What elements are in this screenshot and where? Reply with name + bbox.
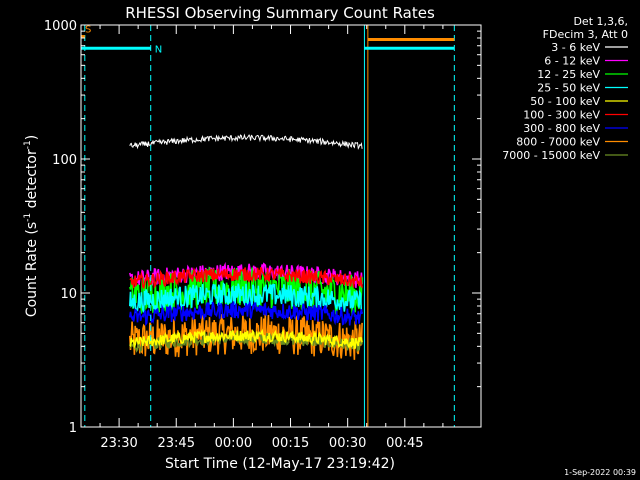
x-tick-label-00:30: 00:30	[329, 436, 366, 451]
series-line-300-800keV	[129, 301, 363, 327]
flag-label-N: N	[155, 44, 162, 55]
series-line-800-7000keV	[129, 313, 363, 360]
legend-header-1: Det 1,3,6,	[573, 15, 628, 28]
legend-label-0: 3 - 6 keV	[551, 41, 600, 54]
x-tick-label-23:45: 23:45	[158, 436, 195, 451]
legend-header-2: FDecim 3, Att 0	[543, 28, 628, 41]
series-line-25-50keV	[129, 281, 363, 314]
y-axis-label-sup1: -1	[23, 213, 33, 222]
y-tick-label-100: 100	[52, 153, 77, 168]
legend-label-8: 7000 - 15000 keV	[502, 149, 600, 162]
legend-label-3: 25 - 50 keV	[537, 82, 600, 95]
legend-label-4: 50 - 100 keV	[530, 95, 600, 108]
legend-label-7: 800 - 7000 keV	[516, 136, 600, 149]
x-tick-label-00:15: 00:15	[272, 436, 309, 451]
x-tick-label-00:00: 00:00	[215, 436, 252, 451]
plot-frame	[80, 24, 482, 428]
series-line-100-300keV	[129, 267, 363, 290]
y-axis-label: Count Rate (s-1 detector-1)	[23, 135, 40, 317]
legend-label-2: 12 - 25 keV	[537, 68, 600, 81]
x-tick-label-00:45: 00:45	[386, 436, 423, 451]
y-axis-label-main: Count Rate (s	[24, 222, 40, 317]
footer-timestamp: 1-Sep-2022 00:39	[564, 468, 636, 477]
flag-label-S: S	[85, 25, 91, 36]
y-tick-label-1000: 1000	[44, 19, 77, 34]
series-line-50-100keV	[129, 328, 363, 350]
y-tick-label-10: 10	[60, 287, 77, 302]
x-tick-label-23:30: 23:30	[100, 436, 137, 451]
axes: 1 10 100 1000 23:30 23:45 00:00 00:15 00:30 00:45	[44, 19, 482, 451]
y-tick-label-1: 1	[69, 421, 77, 436]
chart-title: RHESSI Observing Summary Count Rates	[125, 4, 435, 22]
plot-area: SN	[81, 25, 455, 427]
legend-label-5: 100 - 300 keV	[523, 109, 600, 122]
y-axis-label-sup2: -1	[23, 140, 33, 149]
y-axis-label-mid: detector	[24, 149, 40, 213]
series-line-3-6keV	[129, 133, 363, 150]
legend-label-1: 6 - 12 keV	[544, 55, 600, 68]
legend-label-6: 300 - 800 keV	[523, 122, 600, 135]
y-axis-label-end: )	[24, 135, 40, 140]
x-axis-label: Start Time (12-May-17 23:19:42)	[165, 456, 395, 472]
